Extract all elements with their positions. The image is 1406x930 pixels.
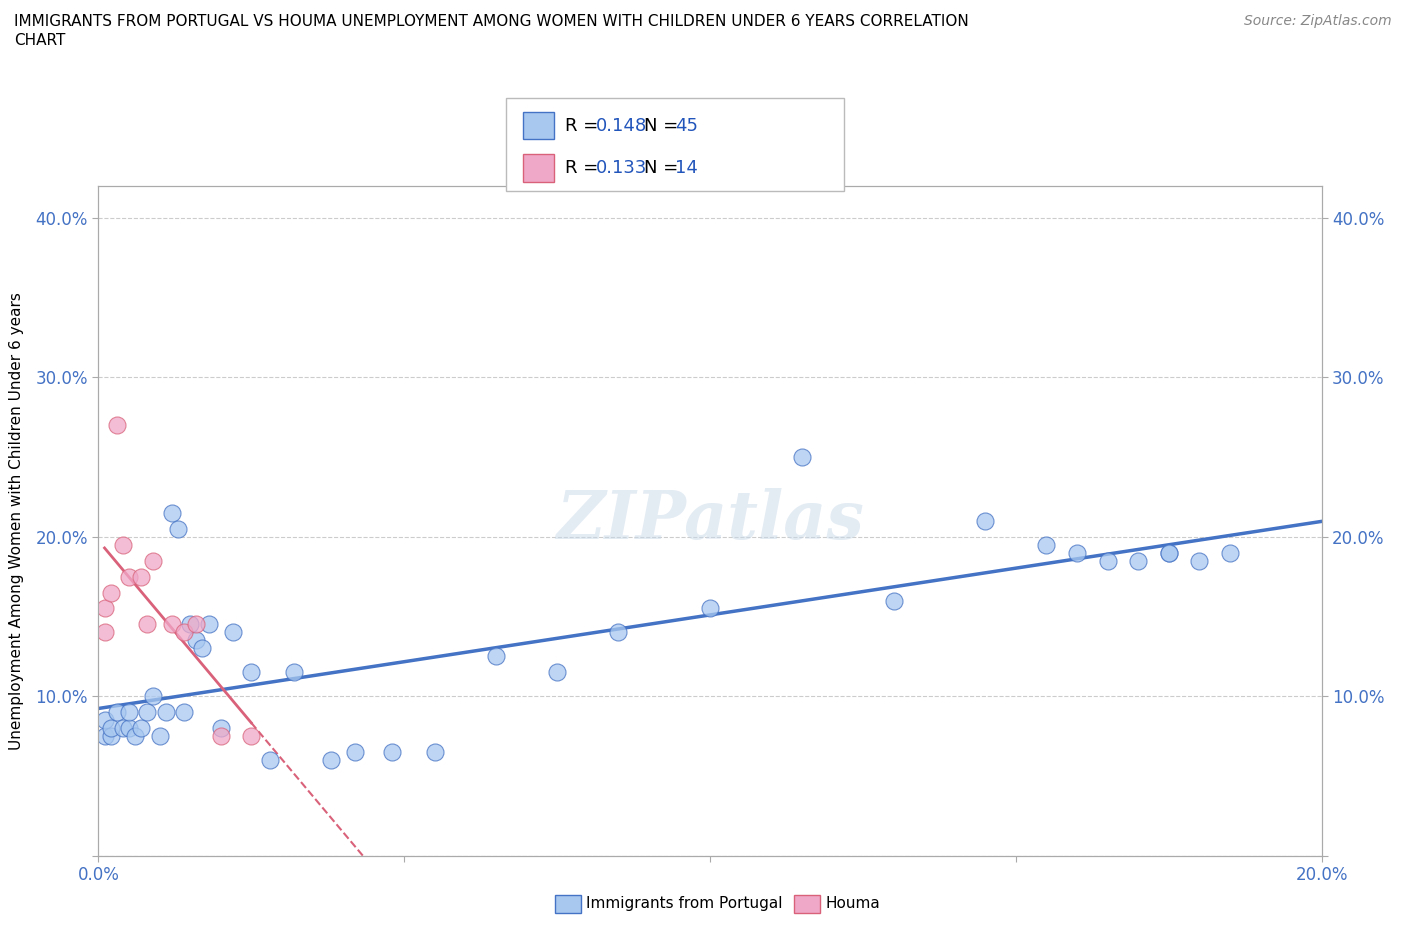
Point [186,617,208,631]
Point [699,601,721,616]
Point [1219,545,1241,560]
Point [167,522,190,537]
Point [222,625,245,640]
Point [160,505,183,520]
Point [111,721,134,736]
Point [118,721,141,736]
Point [93,728,115,743]
Text: IMMIGRANTS FROM PORTUGAL VS HOUMA UNEMPLOYMENT AMONG WOMEN WITH CHILDREN UNDER 6: IMMIGRANTS FROM PORTUGAL VS HOUMA UNEMPL… [14,14,969,29]
Point [344,745,367,760]
Point [93,712,115,727]
Point [1097,553,1119,568]
Point [1128,553,1150,568]
Y-axis label: Unemployment Among Women with Children Under 6 years: Unemployment Among Women with Children U… [10,292,24,750]
Point [100,728,122,743]
Point [1157,545,1180,560]
Point [1157,545,1180,560]
Point [105,705,128,720]
Point [283,665,305,680]
Point [883,593,905,608]
Point [111,538,134,552]
Point [1188,553,1211,568]
Text: N =: N = [644,116,683,135]
Point [240,665,263,680]
Point [607,625,630,640]
Point [136,705,159,720]
Text: R =: R = [565,159,605,178]
Point [149,728,172,743]
Point [974,513,997,528]
Point [136,617,159,631]
Point [118,569,141,584]
Point [209,728,232,743]
Point [1066,545,1088,560]
Point [118,705,141,720]
Point [209,721,232,736]
Text: 14: 14 [675,159,697,178]
Point [173,705,195,720]
Point [485,649,508,664]
Point [790,449,813,464]
Point [93,601,115,616]
Point [124,728,146,743]
Point [155,705,177,720]
Point [191,641,214,656]
Point [100,585,122,600]
Point [173,625,195,640]
Point [179,617,201,631]
Point [423,745,446,760]
Point [1035,538,1057,552]
Point [100,721,122,736]
Point [142,553,165,568]
Text: R =: R = [565,116,605,135]
Text: Houma: Houma [825,897,880,911]
Point [240,728,263,743]
Point [93,625,115,640]
Text: Immigrants from Portugal: Immigrants from Portugal [586,897,783,911]
Point [129,569,152,584]
Point [129,721,152,736]
Text: CHART: CHART [14,33,66,47]
Text: N =: N = [644,159,683,178]
Text: 45: 45 [675,116,697,135]
Point [160,617,183,631]
Point [546,665,568,680]
Point [319,752,342,767]
Text: ZIPatlas: ZIPatlas [557,488,863,553]
Text: 0.133: 0.133 [596,159,648,178]
Text: Source: ZipAtlas.com: Source: ZipAtlas.com [1244,14,1392,28]
Point [197,617,219,631]
Text: 0.148: 0.148 [596,116,647,135]
Point [381,745,404,760]
Point [186,633,208,648]
Point [142,689,165,704]
Point [259,752,281,767]
Point [105,418,128,432]
